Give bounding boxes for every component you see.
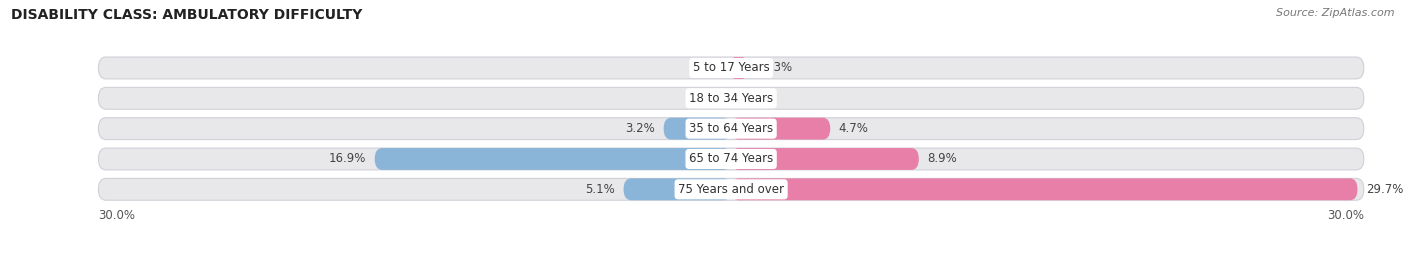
FancyBboxPatch shape [98, 87, 1364, 109]
FancyBboxPatch shape [731, 178, 1357, 200]
Text: 5.1%: 5.1% [585, 183, 614, 196]
Text: 16.9%: 16.9% [329, 152, 366, 165]
Text: 35 to 64 Years: 35 to 64 Years [689, 122, 773, 135]
FancyBboxPatch shape [664, 118, 731, 140]
FancyBboxPatch shape [98, 178, 1364, 200]
Text: 0.73%: 0.73% [755, 61, 792, 75]
FancyBboxPatch shape [623, 178, 731, 200]
FancyBboxPatch shape [374, 148, 731, 170]
Text: 0.0%: 0.0% [693, 92, 723, 105]
Text: 18 to 34 Years: 18 to 34 Years [689, 92, 773, 105]
FancyBboxPatch shape [98, 148, 1364, 170]
Text: 30.0%: 30.0% [1327, 209, 1364, 222]
FancyBboxPatch shape [731, 57, 747, 79]
FancyBboxPatch shape [98, 57, 1364, 79]
Text: 3.2%: 3.2% [626, 122, 655, 135]
Text: 4.7%: 4.7% [838, 122, 869, 135]
Text: 30.0%: 30.0% [98, 209, 135, 222]
FancyBboxPatch shape [98, 118, 1364, 140]
Text: 0.0%: 0.0% [693, 61, 723, 75]
Text: 0.0%: 0.0% [740, 92, 769, 105]
Text: 8.9%: 8.9% [927, 152, 957, 165]
FancyBboxPatch shape [731, 118, 830, 140]
Text: Source: ZipAtlas.com: Source: ZipAtlas.com [1277, 8, 1395, 18]
Text: 5 to 17 Years: 5 to 17 Years [693, 61, 769, 75]
Text: 75 Years and over: 75 Years and over [678, 183, 785, 196]
FancyBboxPatch shape [731, 148, 920, 170]
Text: 65 to 74 Years: 65 to 74 Years [689, 152, 773, 165]
Text: DISABILITY CLASS: AMBULATORY DIFFICULTY: DISABILITY CLASS: AMBULATORY DIFFICULTY [11, 8, 363, 22]
Text: 29.7%: 29.7% [1365, 183, 1403, 196]
